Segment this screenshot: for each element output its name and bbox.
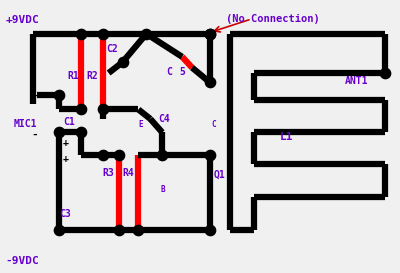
Point — [159, 153, 166, 158]
Text: C3: C3 — [59, 209, 71, 218]
Point — [78, 130, 84, 135]
Point — [207, 227, 213, 232]
Point — [207, 32, 213, 36]
Text: MIC1: MIC1 — [13, 119, 37, 129]
Point — [100, 153, 106, 158]
Point — [143, 32, 150, 36]
Text: R2: R2 — [87, 71, 98, 81]
Text: ANT1: ANT1 — [345, 76, 368, 86]
Text: R1: R1 — [67, 71, 79, 81]
Point — [115, 153, 122, 158]
Text: R3: R3 — [103, 168, 114, 178]
Text: +9VDC: +9VDC — [5, 15, 39, 25]
Text: C: C — [211, 120, 216, 129]
Text: L1: L1 — [280, 132, 293, 141]
Point — [78, 32, 84, 36]
Point — [207, 80, 213, 85]
Point — [100, 107, 106, 112]
Point — [382, 71, 388, 75]
Point — [56, 130, 62, 135]
Point — [119, 60, 126, 64]
Text: (No Connection): (No Connection) — [226, 14, 320, 24]
Point — [56, 227, 62, 232]
Point — [78, 107, 84, 112]
Text: C1: C1 — [63, 117, 75, 127]
Point — [100, 32, 106, 36]
Point — [56, 93, 62, 97]
Text: +: + — [63, 155, 69, 164]
Point — [207, 153, 213, 158]
Text: R4: R4 — [122, 168, 134, 178]
Point — [115, 227, 122, 232]
Text: C2: C2 — [107, 44, 118, 54]
Text: C: C — [166, 67, 172, 77]
Text: -: - — [31, 130, 38, 140]
Text: C4: C4 — [158, 114, 170, 124]
Text: +: + — [63, 138, 69, 148]
Point — [207, 32, 213, 36]
Text: Q1: Q1 — [214, 169, 226, 179]
Text: 5: 5 — [179, 67, 185, 77]
Text: +: + — [31, 90, 38, 100]
Text: E: E — [138, 120, 143, 129]
Text: -9VDC: -9VDC — [5, 256, 39, 266]
Point — [135, 227, 142, 232]
Text: B: B — [160, 185, 165, 194]
